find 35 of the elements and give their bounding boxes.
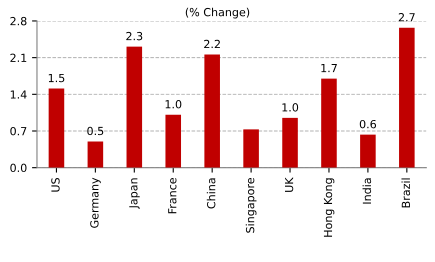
x-tick-label: Brazil bbox=[401, 178, 410, 208]
data-label: 0.6 bbox=[360, 120, 376, 128]
bar bbox=[399, 28, 415, 168]
bar bbox=[243, 129, 259, 168]
bar bbox=[48, 88, 64, 168]
data-label: 2.7 bbox=[398, 13, 415, 22]
data-label: 1.7 bbox=[321, 64, 337, 72]
bar bbox=[126, 46, 142, 168]
x-tick-label: Germany bbox=[90, 178, 101, 228]
x-tick-label: France bbox=[168, 178, 176, 214]
data-label: 0.5 bbox=[87, 126, 104, 136]
y-tick-label: 2.1 bbox=[10, 54, 26, 62]
data-label: 2.3 bbox=[126, 32, 142, 40]
data-label: 1.5 bbox=[48, 74, 64, 82]
data-label: 1.0 bbox=[282, 103, 298, 112]
x-tick-label: Singapore bbox=[246, 178, 256, 233]
y-tick-label: 0.0 bbox=[10, 164, 27, 172]
x-tick-label: China bbox=[206, 178, 216, 209]
x-tick-label: Hong Kong bbox=[324, 178, 334, 237]
bar bbox=[321, 78, 337, 168]
bar bbox=[204, 54, 220, 168]
data-label: 2.2 bbox=[204, 40, 220, 48]
x-tick-label: India bbox=[362, 178, 372, 204]
bar bbox=[88, 141, 104, 168]
y-tick-label: 2.8 bbox=[10, 16, 26, 26]
chart-title: (% Change) bbox=[186, 8, 250, 18]
x-tick-label: US bbox=[51, 178, 60, 192]
x-tick-label: Japan bbox=[129, 178, 140, 209]
bar bbox=[282, 118, 298, 168]
y-tick-label: 1.4 bbox=[10, 90, 27, 99]
bar bbox=[165, 114, 182, 168]
x-tick-label: UK bbox=[285, 177, 294, 192]
bar bbox=[360, 134, 376, 168]
y-tick-label: 0.7 bbox=[10, 126, 26, 136]
data-label: 1.0 bbox=[166, 100, 182, 108]
